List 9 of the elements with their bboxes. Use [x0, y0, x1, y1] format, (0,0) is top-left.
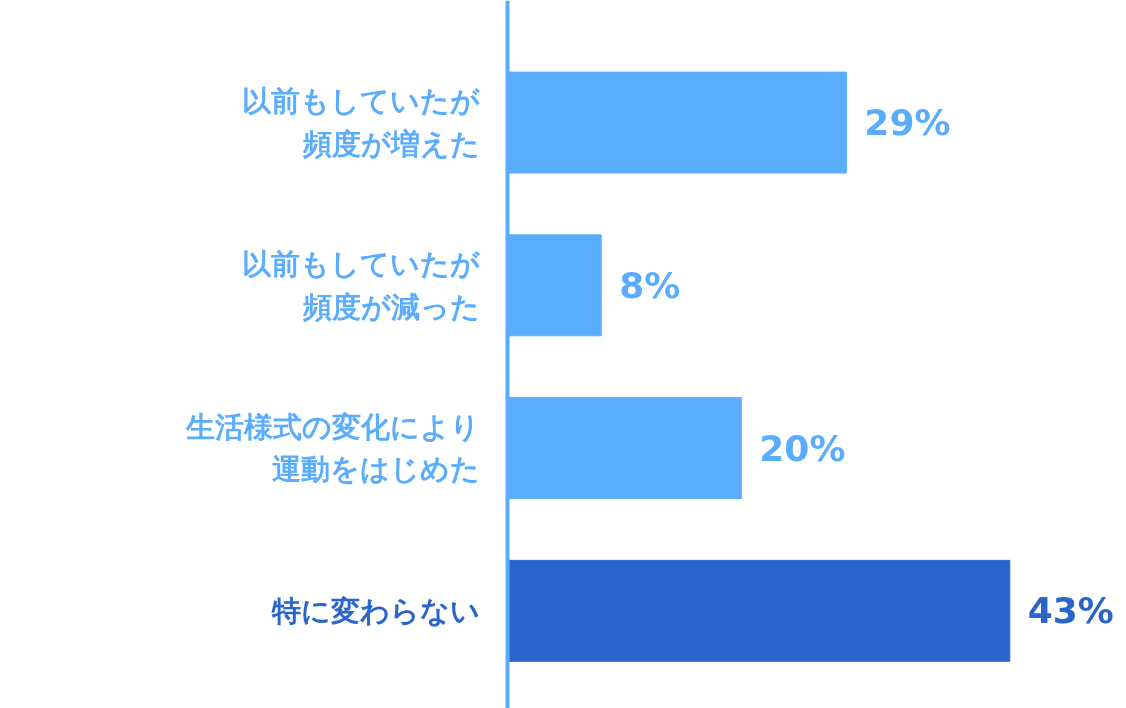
bar	[507, 559, 1011, 662]
data-label: 8%	[619, 264, 681, 306]
y-tick-label: 特に変わらない	[270, 593, 480, 628]
data-label: 29%	[864, 102, 951, 144]
data-label: 20%	[759, 427, 846, 469]
y-tick-label: 以前もしていたが頻度が減った	[241, 247, 481, 324]
y-tick-label: 生活様式の変化により運動をはじめた	[184, 409, 480, 487]
data-label: 43%	[1027, 590, 1114, 632]
y-tick-label: 以前もしていたが頻度が増えた	[241, 84, 481, 161]
